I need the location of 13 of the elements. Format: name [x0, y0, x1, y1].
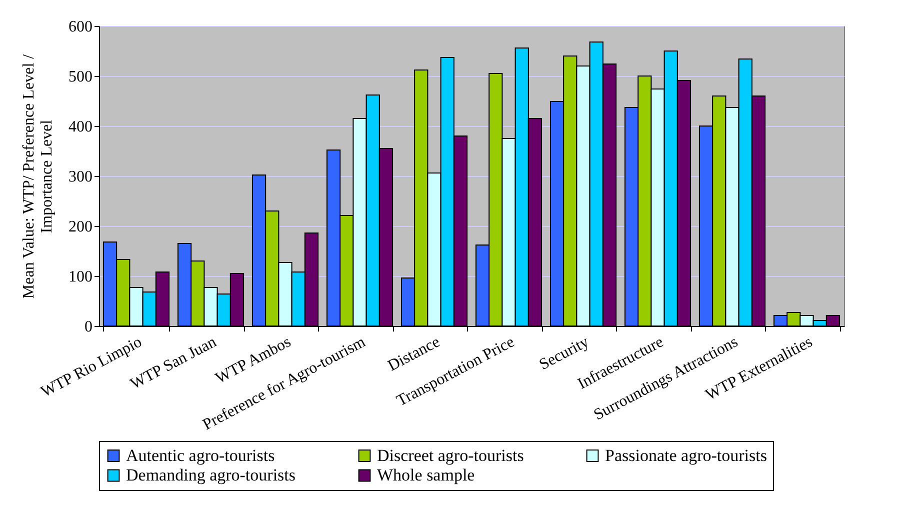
legend-label: Demanding agro-tourists [126, 466, 296, 484]
y-tick-label: 400 [68, 118, 92, 136]
y-axis-title: Mean Value: WTP/ Preference Level / Importance Level [20, 54, 56, 299]
y-tick-label: 500 [68, 68, 92, 86]
y-tick-label: 0 [84, 318, 92, 336]
y-tick-label: 100 [68, 268, 92, 286]
y-tick-label: 600 [68, 18, 92, 36]
legend-label: Whole sample [377, 466, 475, 484]
y-tick-label: 300 [68, 168, 92, 186]
legend-label: Autentic agro-tourists [126, 446, 275, 465]
legend-label: Passionate agro-tourists [605, 446, 767, 465]
legend-label: Discreet agro-tourists [377, 446, 524, 465]
y-tick-label: 200 [68, 218, 92, 236]
